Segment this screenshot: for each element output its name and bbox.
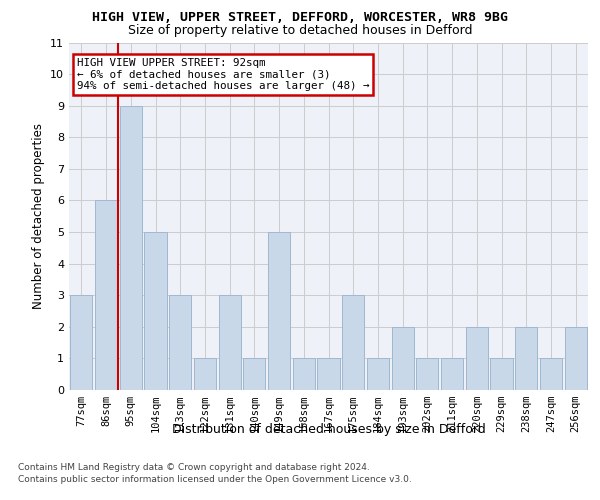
Y-axis label: Number of detached properties: Number of detached properties xyxy=(32,123,44,309)
Bar xyxy=(565,327,587,390)
Bar xyxy=(293,358,315,390)
Text: Distribution of detached houses by size in Defford: Distribution of detached houses by size … xyxy=(172,422,485,436)
Bar xyxy=(342,295,364,390)
Bar xyxy=(70,295,92,390)
Bar xyxy=(95,200,117,390)
Text: HIGH VIEW UPPER STREET: 92sqm
← 6% of detached houses are smaller (3)
94% of sem: HIGH VIEW UPPER STREET: 92sqm ← 6% of de… xyxy=(77,58,369,92)
Bar xyxy=(515,327,538,390)
Bar xyxy=(540,358,562,390)
Bar xyxy=(194,358,216,390)
Bar xyxy=(268,232,290,390)
Text: Contains HM Land Registry data © Crown copyright and database right 2024.: Contains HM Land Registry data © Crown c… xyxy=(18,462,370,471)
Bar xyxy=(317,358,340,390)
Text: HIGH VIEW, UPPER STREET, DEFFORD, WORCESTER, WR8 9BG: HIGH VIEW, UPPER STREET, DEFFORD, WORCES… xyxy=(92,11,508,24)
Bar xyxy=(490,358,512,390)
Bar xyxy=(367,358,389,390)
Bar xyxy=(218,295,241,390)
Bar xyxy=(466,327,488,390)
Bar xyxy=(119,106,142,390)
Bar xyxy=(243,358,265,390)
Text: Size of property relative to detached houses in Defford: Size of property relative to detached ho… xyxy=(128,24,472,37)
Text: Contains public sector information licensed under the Open Government Licence v3: Contains public sector information licen… xyxy=(18,475,412,484)
Bar xyxy=(169,295,191,390)
Bar xyxy=(441,358,463,390)
Bar xyxy=(145,232,167,390)
Bar xyxy=(416,358,439,390)
Bar xyxy=(392,327,414,390)
